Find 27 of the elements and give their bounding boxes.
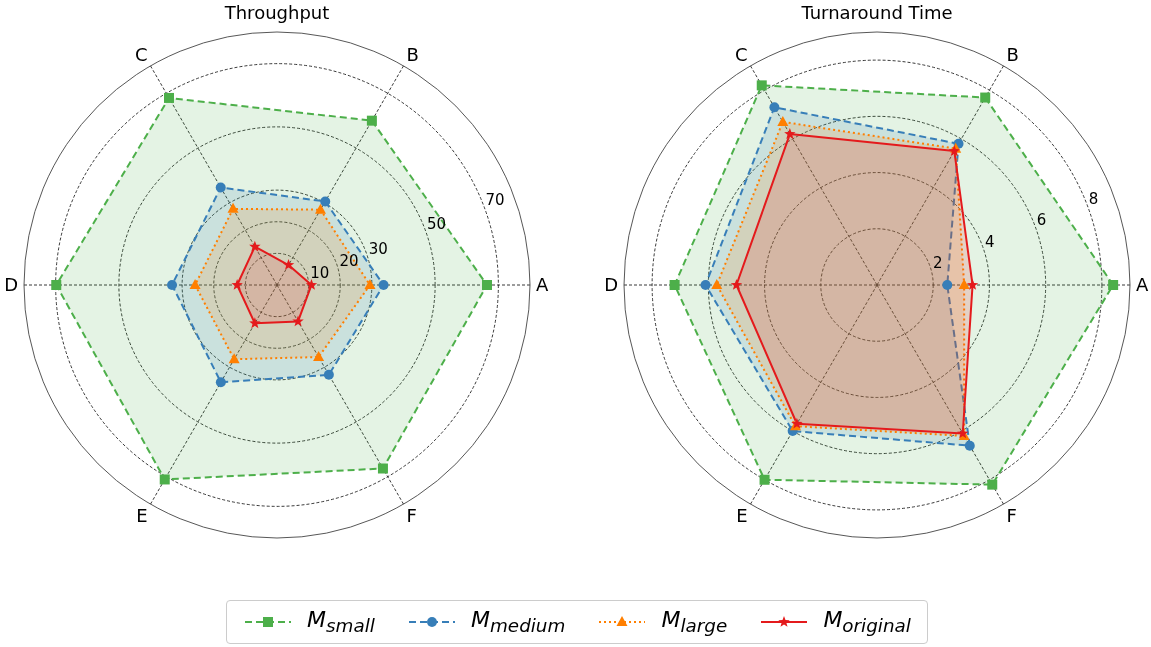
spoke-label: C bbox=[134, 43, 148, 65]
spoke-label: D bbox=[604, 274, 618, 296]
y-tick-label: 2 bbox=[932, 254, 943, 273]
legend-label: M$_{small}$ bbox=[307, 607, 375, 637]
y-tick-label: 4 bbox=[984, 232, 995, 251]
y-tick-label: 8 bbox=[1088, 189, 1099, 208]
spoke-label: F bbox=[1006, 505, 1017, 527]
spoke-label: B bbox=[1006, 43, 1019, 65]
y-tick-label: 10 bbox=[310, 263, 330, 282]
chart-title: Throughput bbox=[223, 2, 331, 23]
spoke-label: A bbox=[1136, 274, 1149, 296]
spoke-label: E bbox=[736, 505, 748, 527]
spoke-label: B bbox=[406, 43, 419, 65]
y-tick-label: 70 bbox=[485, 191, 505, 210]
legend-label: M$_{medium}$ bbox=[471, 607, 566, 637]
y-tick-label: 30 bbox=[368, 239, 388, 258]
spoke-label: C bbox=[734, 43, 748, 65]
chart-title: Turnaround Time bbox=[800, 2, 954, 23]
spoke-label: E bbox=[136, 505, 148, 527]
spoke-label: F bbox=[406, 505, 417, 527]
spoke-label: A bbox=[536, 274, 549, 296]
spoke-label: D bbox=[4, 274, 18, 296]
legend-label: M$_{large}$ bbox=[661, 607, 728, 637]
y-tick-label: 6 bbox=[1036, 211, 1047, 230]
legend-label: M$_{original}$ bbox=[823, 607, 911, 637]
y-tick-label: 20 bbox=[339, 251, 359, 270]
y-tick-label: 50 bbox=[427, 215, 447, 234]
